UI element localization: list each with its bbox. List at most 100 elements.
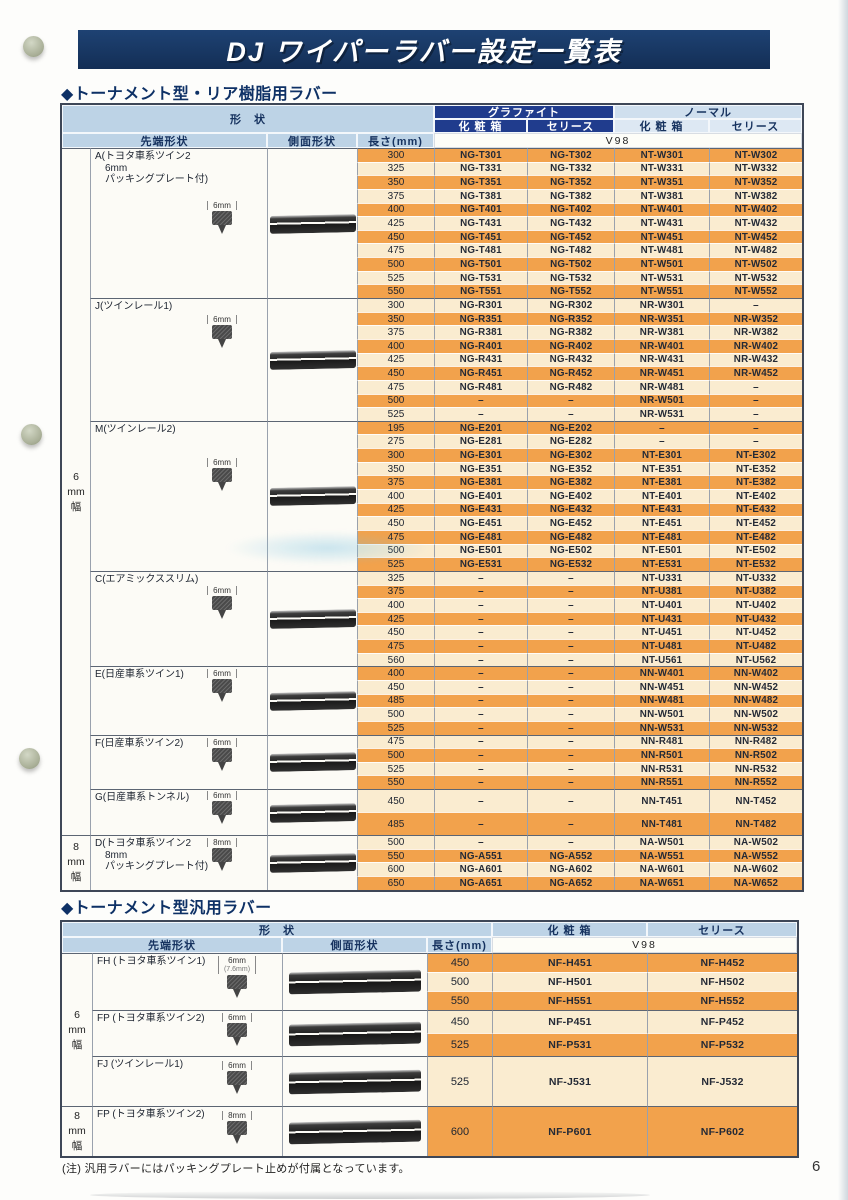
binder-hole-punch — [21, 424, 42, 445]
part-code-cell: NG-A601 — [434, 862, 527, 877]
length-cell: 525 — [427, 1056, 492, 1106]
part-code-cell: NG-T482 — [527, 243, 614, 258]
length-cell: 195 — [357, 420, 434, 435]
length-header: 長さ(mm) — [357, 133, 434, 148]
band-width-label: 8 mm 幅 — [62, 835, 90, 890]
part-code-cell: NG-T302 — [527, 148, 614, 162]
tip-profile-icon: 6mm — [199, 201, 245, 238]
part-code-cell: NN-R482 — [709, 734, 802, 749]
length-cell: 450 — [357, 516, 434, 530]
part-code-cell: NG-R402 — [527, 338, 614, 353]
part-code-cell: NG-E431 — [434, 502, 527, 517]
part-code-cell: – — [527, 789, 614, 813]
part-code-cell: NG-R401 — [434, 338, 527, 353]
blade-side-photo — [289, 1021, 421, 1046]
group-label: FH (トヨタ車系ツイン1) — [97, 956, 206, 967]
part-code-cell: NN-T481 — [614, 812, 709, 836]
part-code-cell: NG-T551 — [434, 284, 527, 299]
length-cell: 500 — [357, 543, 434, 558]
group-label: FP (トヨタ車系ツイン2) — [97, 1109, 205, 1120]
part-code-cell: – — [709, 434, 802, 449]
tip-width-dimension: 6mm — [207, 457, 237, 467]
tip-width-dimension: 8mm — [222, 1111, 252, 1120]
part-code-cell: NN-W451 — [614, 679, 709, 694]
length-cell: 425 — [357, 352, 434, 367]
part-code-cell: NG-E402 — [527, 489, 614, 503]
part-code-cell: – — [709, 393, 802, 408]
part-code-cell: NR-W431 — [614, 352, 709, 367]
blade-side-photo — [269, 691, 356, 711]
part-code-cell: NG-E481 — [434, 529, 527, 544]
part-code-cell: NF-H451 — [492, 953, 647, 972]
part-code-cell: – — [527, 584, 614, 599]
part-code-cell: NT-U561 — [614, 652, 709, 667]
part-code-cell: – — [527, 679, 614, 694]
part-code-cell: – — [527, 775, 614, 790]
shape-header: 形 状 — [62, 922, 492, 937]
blade-side-photo — [269, 752, 356, 773]
part-code-cell: NN-W531 — [614, 720, 709, 735]
part-code-cell: – — [527, 570, 614, 585]
part-code-cell: NG-T401 — [434, 202, 527, 217]
box-header: 化 粧 箱 — [492, 922, 647, 937]
part-code-cell: – — [434, 625, 527, 640]
part-code-cell: NA-W502 — [709, 835, 802, 849]
length-cell: 500 — [357, 257, 434, 271]
tip-width-dimension: 6mm — [207, 315, 237, 325]
part-code-cell: NG-E201 — [434, 420, 527, 435]
length-cell: 325 — [357, 161, 434, 176]
part-code-cell: – — [709, 298, 802, 312]
page-number: 6 — [812, 1158, 821, 1175]
scan-edge-bottom — [90, 1191, 650, 1199]
part-code-cell: – — [434, 611, 527, 626]
part-code-cell: NN-W402 — [709, 666, 802, 680]
part-code-cell: NT-E532 — [709, 557, 802, 571]
tip-width-dimension: 6mm — [207, 791, 237, 801]
part-code-cell: NN-R552 — [709, 775, 802, 790]
band-width-label: 6 mm 幅 — [62, 148, 90, 836]
part-code-cell: NN-R502 — [709, 748, 802, 762]
part-code-cell: NT-E402 — [709, 489, 802, 503]
band-width-label: 6 mm 幅 — [62, 953, 92, 1106]
part-code-cell: NN-W452 — [709, 679, 802, 694]
tip-profile-icon: 6mm — [199, 669, 245, 706]
blade-side-photo — [269, 486, 356, 507]
length-cell: 425 — [357, 502, 434, 517]
part-code-cell: NT-W432 — [709, 216, 802, 230]
group-label: A(トヨタ車系ツイン2 6mm パッキングプレート付) — [95, 151, 209, 185]
part-code-cell: NT-W431 — [614, 216, 709, 230]
part-code-cell: NR-W401 — [614, 338, 709, 353]
length-cell: 550 — [357, 848, 434, 863]
length-cell: 350 — [357, 461, 434, 476]
length-cell: 450 — [357, 366, 434, 380]
tip-profile-icon: 8mm — [199, 838, 245, 875]
length-cell: 375 — [357, 475, 434, 490]
part-code-cell: NT-E352 — [709, 461, 802, 476]
section-title-rear-resin-rubber: ◆トーナメント型・リア樹脂用ラバー — [61, 86, 338, 103]
part-code-cell: NT-E431 — [614, 502, 709, 517]
part-code-cell: – — [527, 812, 614, 836]
part-code-cell: – — [527, 598, 614, 612]
part-code-cell: NT-U452 — [709, 625, 802, 640]
part-code-cell: NG-T502 — [527, 257, 614, 271]
part-code-cell: NG-E432 — [527, 502, 614, 517]
page-title: DJ ワイパーラバー設定一覧表 — [78, 30, 770, 69]
part-code-cell: – — [434, 734, 527, 749]
group-label: E(日産車系ツイン1) — [95, 669, 184, 681]
tip-profile-icon: 6mm — [214, 1061, 260, 1098]
part-code-cell: – — [527, 734, 614, 749]
group-label: F(日産車系ツイン2) — [95, 737, 184, 749]
part-code-cell: NG-R432 — [527, 352, 614, 367]
part-code-cell: – — [434, 761, 527, 776]
part-code-cell: NF-P602 — [647, 1106, 797, 1156]
side-profile-cell — [267, 298, 357, 421]
part-code-cell: – — [527, 720, 614, 735]
side-profile-cell — [282, 953, 427, 1010]
group-label: D(トヨタ車系ツイン2 8mm パッキングプレート付) — [95, 838, 209, 873]
length-cell: 525 — [357, 270, 434, 285]
part-code-cell: NR-W402 — [709, 338, 802, 353]
part-code-cell: – — [434, 570, 527, 585]
length-header: 長さ(mm) — [427, 937, 492, 953]
part-code-cell: NG-T531 — [434, 270, 527, 285]
part-code-cell: NG-T452 — [527, 229, 614, 244]
